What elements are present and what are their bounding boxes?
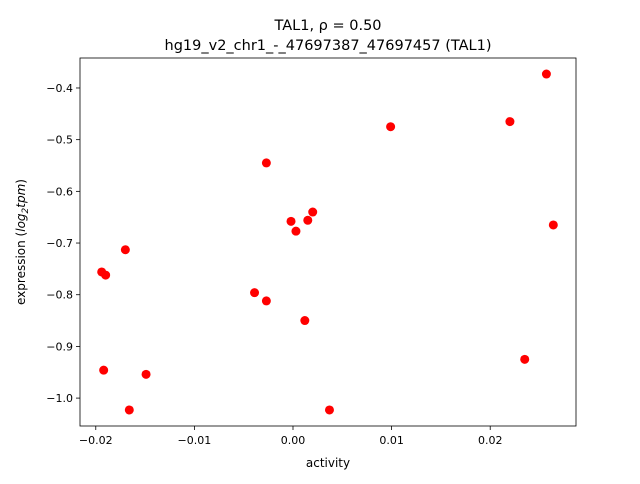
y-tick-label: −0.6 [46, 185, 73, 198]
data-point [291, 226, 301, 236]
data-point [261, 296, 271, 306]
data-point [520, 354, 530, 364]
data-point [386, 122, 396, 132]
y-tick-label: −0.9 [46, 340, 73, 353]
y-tick-label: −0.4 [46, 82, 73, 95]
y-tick-label: −0.8 [46, 289, 73, 302]
chart-title-line1: TAL1, ρ = 0.50 [273, 18, 381, 34]
data-point [124, 405, 134, 415]
y-tick-label: −0.5 [46, 134, 73, 147]
x-tick-label: 0.01 [379, 434, 404, 447]
data-point [303, 215, 313, 225]
data-point [548, 220, 558, 230]
data-point [101, 270, 111, 280]
data-point [120, 245, 130, 255]
x-axis-label: activity [306, 456, 350, 470]
x-tick-label: 0.02 [478, 434, 503, 447]
data-point [541, 69, 551, 79]
data-point [505, 117, 515, 127]
data-point [141, 369, 151, 379]
y-tick-label: −1.0 [46, 392, 73, 405]
data-point [300, 316, 310, 326]
plot-frame [79, 57, 577, 427]
y-tick-label: −0.7 [46, 237, 73, 250]
x-tick-label: 0.00 [281, 434, 306, 447]
data-point [324, 405, 334, 415]
data-point [261, 158, 271, 168]
data-point [286, 216, 296, 226]
data-point [99, 365, 109, 375]
x-tick-label: −0.01 [178, 434, 212, 447]
data-point [250, 288, 260, 298]
x-tick-label: −0.02 [79, 434, 113, 447]
data-point [308, 207, 318, 217]
chart-title-line2: hg19_v2_chr1_-_47697387_47697457 (TAL1) [165, 38, 492, 54]
y-axis-label: expression (log2tpm) [14, 179, 31, 305]
